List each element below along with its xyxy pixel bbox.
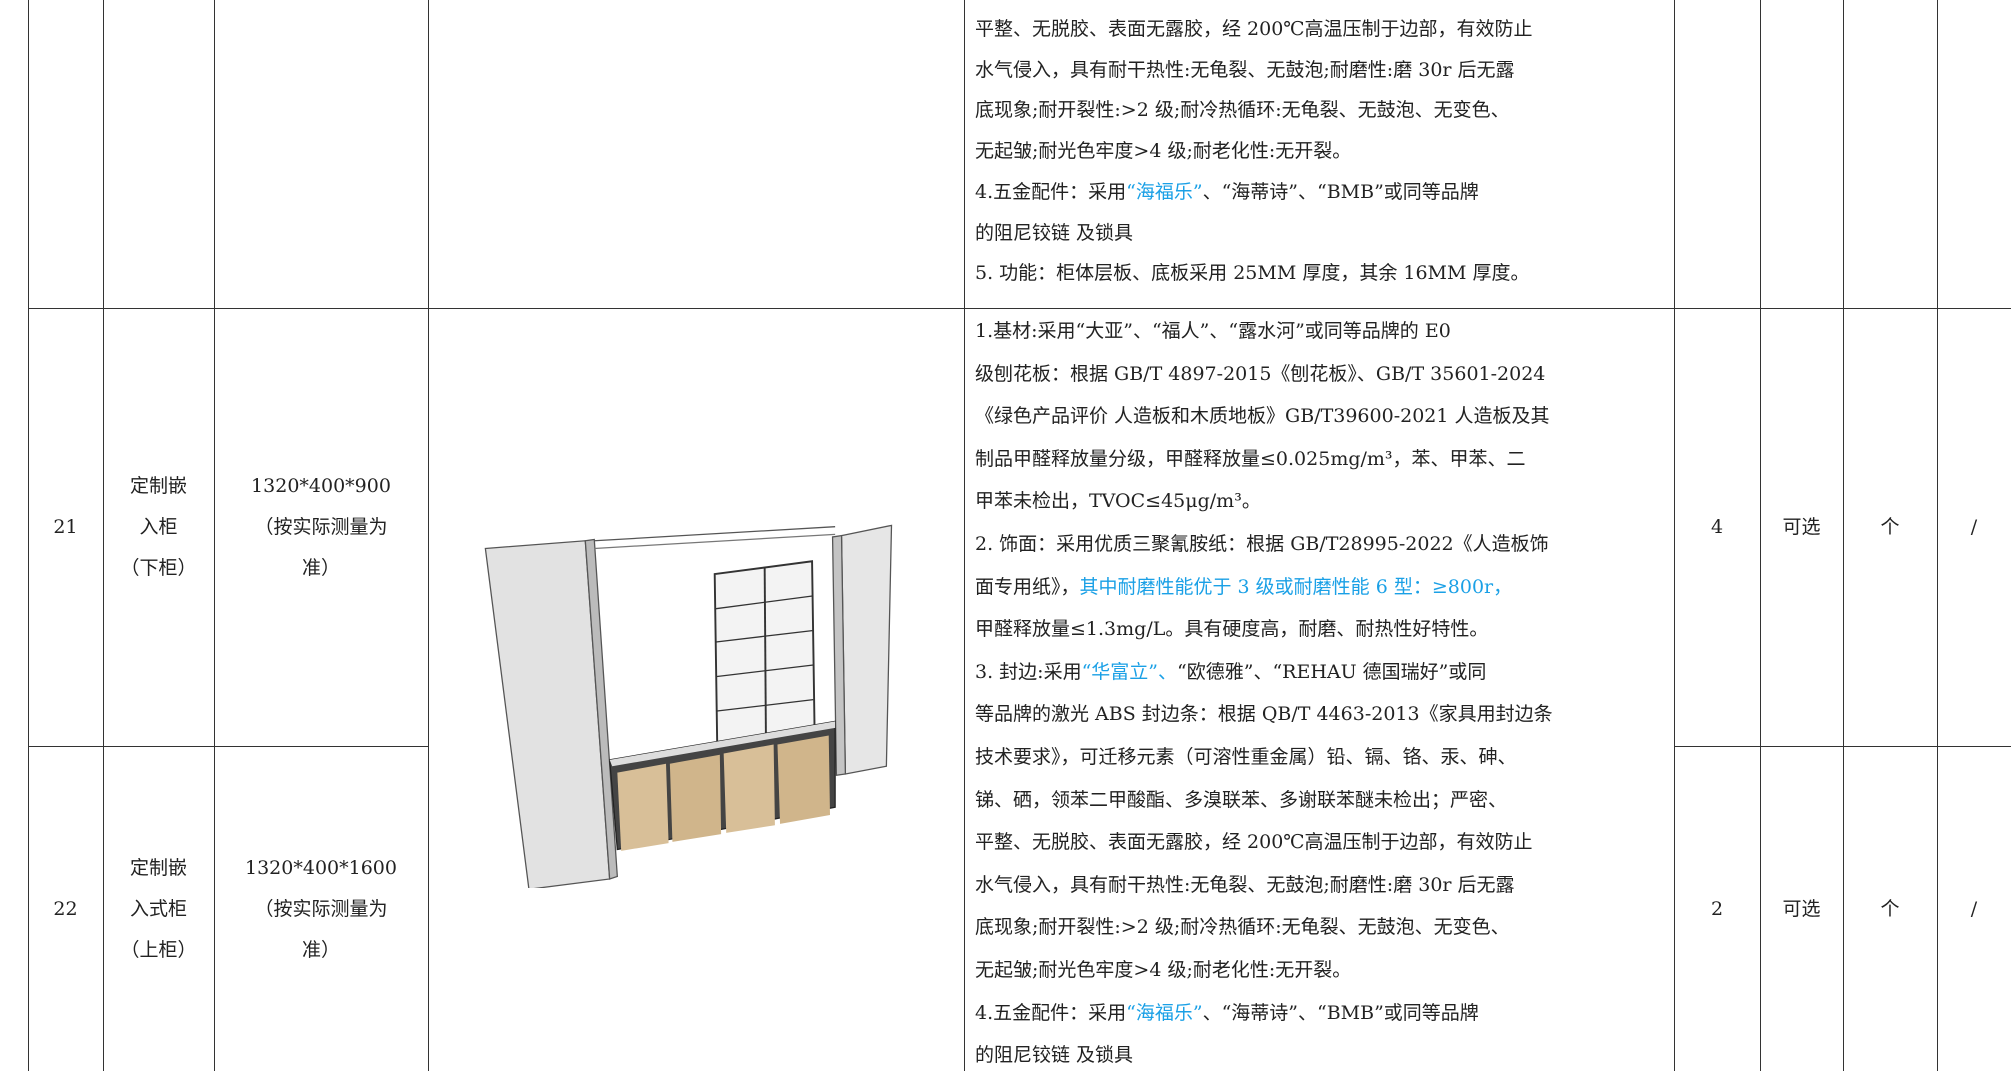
- description-line: 锑、硒，领苯二甲酸酯、多溴联苯、多谢联苯醚未检出；严密、: [975, 788, 1507, 812]
- description-line: 无起皱;耐光色牢度>4 级;耐老化性:无开裂。: [975, 139, 1351, 163]
- option: 可选: [1782, 516, 1821, 538]
- text-segment: 锑、硒，领苯二甲酸酯、多溴联苯、多谢联苯醚未检出；严密、: [975, 788, 1508, 811]
- text-segment: 的阻尼铰链 及锁具: [975, 221, 1134, 244]
- description-line: 的阻尼铰链 及锁具: [975, 221, 1133, 245]
- description-line: 等品牌的激光 ABS 封边条：根据 QB/T 4463-2013《家具用封边条: [975, 702, 1553, 726]
- unit: 个: [1880, 516, 1900, 538]
- item-spec: 准）: [301, 557, 341, 579]
- item-name: （上柜）: [120, 938, 197, 961]
- item-name: （下柜）: [120, 557, 197, 579]
- text-segment: 的阻尼铰链 及锁具: [975, 1044, 1134, 1067]
- text-segment: 等品牌的激光 ABS 封边条：根据 QB/T 4463-2013《家具用封边条: [975, 703, 1553, 726]
- row-number: 22: [53, 897, 78, 920]
- description-line: 底现象;耐开裂性:>2 级;耐冷热循环:无龟裂、无鼓泡、无变色、: [975, 915, 1510, 939]
- cabinet-image: [484, 524, 893, 888]
- description-line: 甲醛释放量≤1.3mg/L。具有硬度高，耐磨、耐热性好特性。: [975, 617, 1488, 641]
- border: [103, 0, 104, 1071]
- unit: 个: [1880, 897, 1900, 920]
- text-segment: “欧德雅”、“REHAU 德国瑞好”或同: [1177, 660, 1487, 683]
- description-line: 4.五金配件：采用“海福乐”、“海蒂诗”、“BMB”或同等品牌: [975, 1001, 1479, 1025]
- text-segment: 级刨花板：根据 GB/T 4897-2015《刨花板》、GB/T 35601-2…: [975, 362, 1546, 385]
- description-line: 甲苯未检出，TVOC≤45μg/m³。: [975, 489, 1261, 513]
- text-segment: 2. 饰面：采用优质三聚氰胺纸：根据 GB/T28995-2022《人造板饰: [975, 533, 1549, 555]
- option: 可选: [1782, 897, 1821, 920]
- description-line: 1.基材:采用“大亚”、“福人”、“露水河”或同等品牌的 E0: [975, 319, 1451, 343]
- text-segment: 其中耐磨性能优于 3 级或耐磨性能 6 型：≥800r，: [1079, 575, 1513, 598]
- description-line: 水气侵入，具有耐干热性:无龟裂、无鼓泡;耐磨性:磨 30r 后无露: [975, 58, 1515, 82]
- text-segment: 无起皱;耐光色牢度>4 级;耐老化性:无开裂。: [975, 140, 1352, 163]
- text-segment: 4.五金配件：采用: [975, 1001, 1127, 1024]
- description-line: 无起皱;耐光色牢度>4 级;耐老化性:无开裂。: [975, 958, 1351, 982]
- border: [214, 0, 215, 1071]
- description-line: 底现象;耐开裂性:>2 级;耐冷热循环:无龟裂、无鼓泡、无变色、: [975, 98, 1510, 122]
- text-segment: 3. 封边:采用: [975, 660, 1082, 683]
- description-line: 水气侵入，具有耐干热性:无龟裂、无鼓泡;耐磨性:磨 30r 后无露: [975, 873, 1515, 897]
- text-segment: 甲醛释放量≤1.3mg/L。具有硬度高，耐磨、耐热性好特性。: [975, 618, 1489, 641]
- text-segment: “华富立”、: [1081, 660, 1178, 683]
- description-line: 级刨花板：根据 GB/T 4897-2015《刨花板》、GB/T 35601-2…: [975, 362, 1545, 386]
- text-segment: 4.五金配件：采用: [975, 180, 1127, 203]
- remark: /: [1970, 897, 1978, 920]
- text-segment: 、“海蒂诗”、“BMB”或同等品牌: [1202, 1001, 1479, 1024]
- item-spec: （按实际测量为: [254, 516, 388, 538]
- text-segment: 制品甲醛释放量分级，甲醛释放量≤0.025mg/m³，苯、甲苯、二: [975, 447, 1526, 470]
- remark: /: [1970, 516, 1978, 538]
- description-line: 的阻尼铰链 及锁具: [975, 1043, 1133, 1067]
- border: [1760, 0, 1761, 1071]
- border: [1674, 0, 1675, 1071]
- description-line: 平整、无脱胶、表面无露胶，经 200℃高温压制于边部，有效防止: [975, 17, 1533, 41]
- border: [964, 0, 965, 1071]
- text-segment: 面专用纸》，: [975, 575, 1080, 598]
- text-segment: 1.基材:采用“大亚”、“福人”、“露水河”或同等品牌的 E0: [975, 320, 1451, 342]
- description-line: 5. 功能：柜体层板、底板采用 25MM 厚度，其余 16MM 厚度。: [975, 261, 1530, 285]
- item-spec: （按实际测量为: [254, 897, 388, 920]
- item-name: 定制嵌: [129, 856, 188, 879]
- border: [28, 746, 428, 747]
- text-segment: “海福乐”: [1126, 180, 1203, 203]
- item-name: 定制嵌: [129, 475, 188, 497]
- item-name: 入柜: [139, 516, 178, 538]
- border: [1937, 0, 1938, 1071]
- item-spec: 准）: [301, 938, 341, 961]
- text-segment: 底现象;耐开裂性:>2 级;耐冷热循环:无龟裂、无鼓泡、无变色、: [975, 916, 1510, 939]
- item-name: 入式柜: [129, 897, 188, 920]
- text-segment: 甲苯未检出，TVOC≤45μg/m³。: [975, 490, 1261, 513]
- text-segment: 平整、无脱胶、表面无露胶，经 200℃高温压制于边部，有效防止: [975, 18, 1533, 40]
- description-line: 平整、无脱胶、表面无露胶，经 200℃高温压制于边部，有效防止: [975, 830, 1533, 854]
- quantity: 2: [1710, 897, 1724, 920]
- description-line: 《绿色产品评价 人造板和木质地板》GB/T39600-2021 人造板及其: [975, 404, 1550, 428]
- text-segment: 、“海蒂诗”、“BMB”或同等品牌: [1202, 180, 1479, 203]
- border: [1843, 0, 1844, 1071]
- description-line: 面专用纸》，其中耐磨性能优于 3 级或耐磨性能 6 型：≥800r，: [975, 575, 1512, 599]
- border: [28, 308, 2011, 309]
- item-spec: 1320*400*1600: [245, 856, 397, 879]
- text-segment: 《绿色产品评价 人造板和木质地板》GB/T39600-2021 人造板及其: [975, 405, 1550, 428]
- text-segment: 水气侵入，具有耐干热性:无龟裂、无鼓泡;耐磨性:磨 30r 后无露: [975, 58, 1515, 81]
- description-line: 制品甲醛释放量分级，甲醛释放量≤0.025mg/m³，苯、甲苯、二: [975, 447, 1526, 471]
- text-segment: 水气侵入，具有耐干热性:无龟裂、无鼓泡;耐磨性:磨 30r 后无露: [975, 873, 1515, 896]
- row-number: 21: [53, 516, 78, 538]
- text-segment: 无起皱;耐光色牢度>4 级;耐老化性:无开裂。: [975, 959, 1352, 981]
- border: [428, 0, 429, 1071]
- quantity: 4: [1710, 516, 1724, 538]
- description-line: 3. 封边:采用“华富立”、“欧德雅”、“REHAU 德国瑞好”或同: [975, 660, 1486, 684]
- border: [1674, 746, 2011, 747]
- description-line: 技术要求》，可迁移元素（可溶性重金属）铅、镉、铬、汞、砷、: [975, 745, 1517, 769]
- text-segment: 底现象;耐开裂性:>2 级;耐冷热循环:无龟裂、无鼓泡、无变色、: [975, 99, 1510, 122]
- text-segment: 技术要求》，可迁移元素（可溶性重金属）铅、镉、铬、汞、砷、: [975, 746, 1517, 768]
- item-spec: 1320*400*900: [251, 475, 391, 497]
- description-line: 4.五金配件：采用“海福乐”、“海蒂诗”、“BMB”或同等品牌: [975, 180, 1479, 204]
- text-segment: 平整、无脱胶、表面无露胶，经 200℃高温压制于边部，有效防止: [975, 831, 1533, 854]
- text-segment: “海福乐”: [1126, 1001, 1203, 1024]
- border: [28, 0, 29, 1071]
- description-line: 2. 饰面：采用优质三聚氰胺纸：根据 GB/T28995-2022《人造板饰: [975, 532, 1549, 556]
- text-segment: 5. 功能：柜体层板、底板采用 25MM 厚度，其余 16MM 厚度。: [975, 262, 1530, 285]
